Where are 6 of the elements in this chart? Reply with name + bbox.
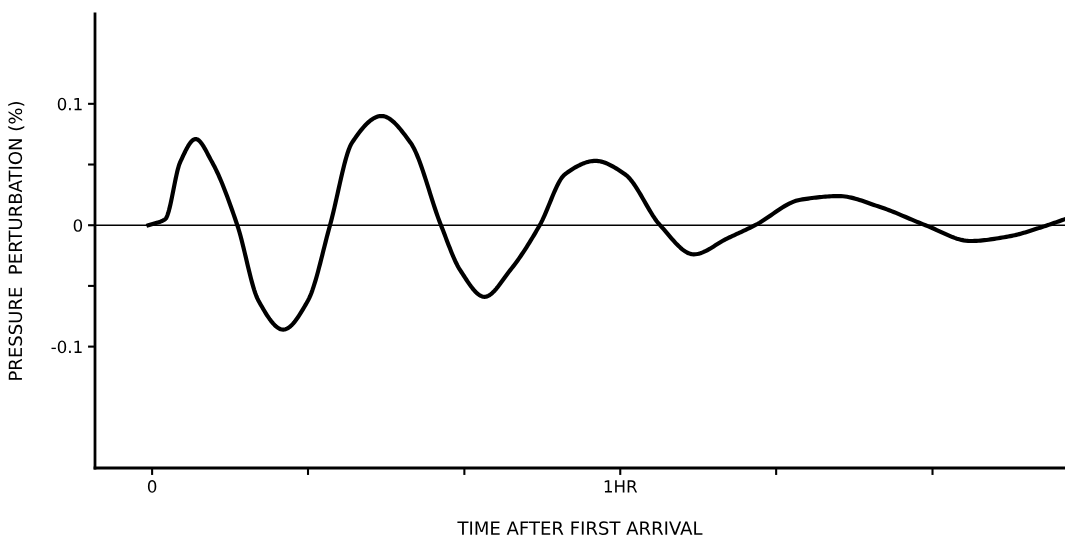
y-tick-label: -0.1 <box>51 340 82 354</box>
y-axis-title: PRESSURE PERTURBATION (%) <box>8 101 25 380</box>
x-axis-title: TIME AFTER FIRST ARRIVAL <box>457 521 703 535</box>
x-tick-label: 1HR <box>604 480 638 493</box>
y-tick-label: 0.1 <box>57 97 82 111</box>
y-tick-label: 0 <box>73 219 83 232</box>
